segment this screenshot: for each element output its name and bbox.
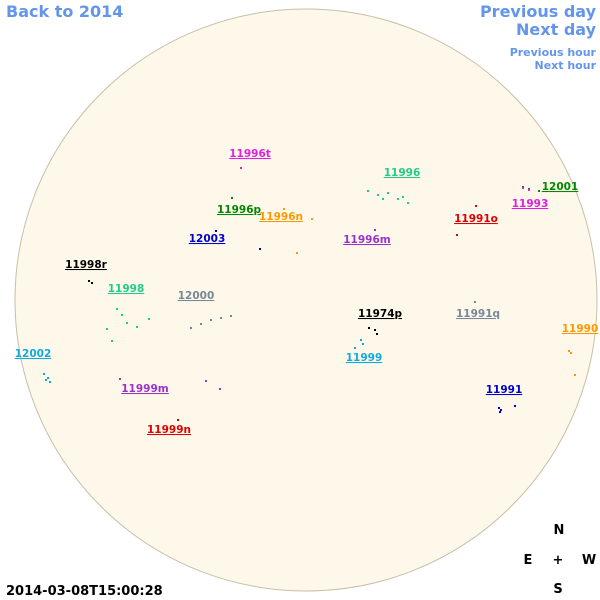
sunspot [259,248,261,250]
sunspot [116,308,118,310]
sunspot [498,407,500,409]
sunspot [230,315,232,317]
sunspot [88,280,90,282]
sunspot [397,198,399,200]
sunspot [45,379,47,381]
region-label[interactable]: 11991q [456,308,500,320]
sunspot [368,327,370,329]
sunspot [374,329,376,331]
region-label[interactable]: 12003 [189,233,226,245]
sunspot [402,196,404,198]
sunspot [367,190,369,192]
sunspot [474,301,476,303]
region-label[interactable]: 11996p [217,204,262,216]
region-label[interactable]: 11996n [259,211,303,223]
sunspot [499,411,501,413]
sunspot [538,190,540,192]
sunspot [475,205,477,207]
sunspot [407,202,409,204]
previous-hour-link[interactable]: Previous hour [510,46,597,59]
sunspot [205,380,207,382]
sunspot [376,333,378,335]
sunspot [121,314,123,316]
sunspot [522,187,524,189]
sunspot [210,319,212,321]
sunspot [43,373,45,375]
sunspot [570,352,572,354]
sunspot [177,419,179,421]
sunspot [219,388,221,390]
region-label[interactable]: 11999n [147,424,191,436]
next-day-link[interactable]: Next day [516,20,597,39]
region-label[interactable]: 11993 [512,198,549,210]
sunspot [215,230,217,232]
sunspot [574,374,576,376]
sunspot [283,208,285,210]
sunspot [119,378,121,380]
sunspot [231,197,233,199]
region-label[interactable]: 11998r [65,259,108,271]
sunspot [387,192,389,194]
sunspot [91,282,93,284]
compass-center: + [553,553,564,568]
sunspot [374,229,376,231]
region-label[interactable]: 12000 [178,290,215,302]
back-link[interactable]: Back to 2014 [6,2,123,21]
sunspot [377,194,379,196]
compass-east: E [524,553,533,568]
region-label[interactable]: 12002 [15,348,52,360]
region-label[interactable]: 11999m [121,383,169,395]
sunspot [47,377,49,379]
region-label[interactable]: 11996t [229,148,271,160]
region-label[interactable]: 11991o [454,213,498,225]
solar-disk [14,8,598,592]
sunspot [190,327,192,329]
sunspot [456,234,458,236]
timestamp: 2014-03-08T15:00:28 [6,584,163,599]
region-label[interactable]: 11998 [108,283,145,295]
sunspot [111,340,113,342]
sunspot [296,252,298,254]
sunspot [220,317,222,319]
sunspot [240,167,242,169]
sunspot [528,189,530,191]
sunspot [148,318,150,320]
compass-north: N [554,523,565,538]
sunspot [136,326,138,328]
sunspot [354,347,356,349]
region-label[interactable]: 11990 [562,323,599,335]
compass-south: S [553,582,562,597]
sunspot [514,405,516,407]
compass-west: W [582,553,596,568]
sunspot [500,409,502,411]
sunspot [126,322,128,324]
previous-day-link[interactable]: Previous day [480,2,597,21]
sunspot [311,218,313,220]
next-hour-link[interactable]: Next hour [535,59,597,72]
sunspot [106,328,108,330]
sunspot [49,381,51,383]
sunspot [360,339,362,341]
sunspot [362,343,364,345]
region-label[interactable]: 11991 [486,384,523,396]
sunspot [200,323,202,325]
sunspot [382,198,384,200]
region-label[interactable]: 11996 [384,167,421,179]
sunspot [568,350,570,352]
region-label[interactable]: 11996m [343,234,391,246]
region-label[interactable]: 11999 [346,352,383,364]
region-label[interactable]: 11974p [358,308,403,320]
region-label[interactable]: 12001 [542,181,579,193]
